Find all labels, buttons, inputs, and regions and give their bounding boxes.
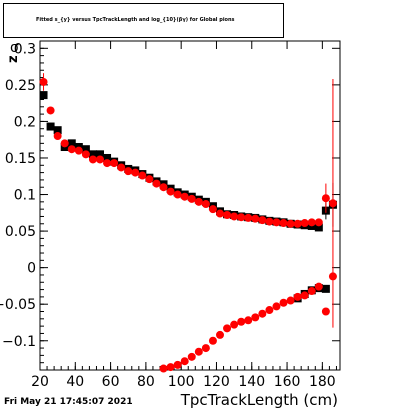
data-point-red [194,347,203,356]
data-point-black [88,150,97,159]
x-tick-label: 100 [168,374,195,390]
data-point-red [67,145,76,154]
data-point-red [223,324,232,333]
data-point-red [81,150,90,159]
data-point-red [265,217,274,226]
data-point-red [166,363,175,372]
data-point-red [272,218,281,227]
x-tick-label: 160 [274,374,301,390]
data-point-red [208,336,217,345]
x-tick-label: 20 [31,374,49,390]
y-tick-label: 0.05 [5,224,36,240]
data-point-red [180,192,189,201]
data-point-black [53,126,62,135]
plot-frame [39,40,341,371]
data-point-red [159,183,168,192]
data-point-red [145,175,154,184]
y-tick-label: −0.1 [2,334,36,350]
data-point-red [173,190,182,199]
y-tick-label: 0.25 [5,78,36,94]
data-point-red [272,302,281,311]
data-point-red [230,212,239,221]
x-tick-label: 140 [238,374,265,390]
data-point-red [300,291,309,300]
data-point-red [117,163,126,172]
data-point-red [124,167,133,176]
data-point-red [180,357,189,366]
chart-title: Fitted s_{y} versus TpcTrackLength and l… [36,17,235,23]
data-point-black [39,91,48,100]
data-point-red [60,139,69,148]
data-point-red [314,218,323,227]
data-point-red [53,132,62,141]
data-point-black [46,122,55,131]
data-point-red [216,209,224,218]
data-point-red [314,282,323,291]
x-tick-label: 120 [203,374,230,390]
data-point-red [244,316,253,325]
data-point-red [46,106,55,115]
data-point-red [187,194,196,203]
x-axis-label: TpcTrackLength (cm) [180,391,338,409]
data-point-red [201,344,210,353]
data-point-red [103,159,112,168]
y-tick-label: 0.15 [5,151,36,167]
data-point-red [187,352,196,361]
data-point-black [81,145,90,154]
data-point-red [258,309,267,318]
data-point-red [300,219,309,228]
data-point-red [74,146,83,155]
data-point-red [152,179,161,188]
data-point-red [237,317,246,326]
data-point-red [286,219,295,228]
data-point-red [201,200,210,209]
title-box: Fitted s_{y} versus TpcTrackLength and l… [3,3,284,38]
data-point-black [103,153,112,162]
data-point-red [307,218,316,227]
x-tick-label: 60 [102,374,120,390]
data-point-red [110,159,119,168]
data-point-red [159,364,168,373]
data-point-black [67,139,76,148]
y-axis-label: z [6,55,21,63]
x-tick-label: 40 [66,374,84,390]
data-point-black [96,150,104,159]
y-tick-label: 0.3 [14,41,36,57]
y-tick-label: 0.2 [14,114,36,130]
data-point-red [307,287,316,296]
data-point-black [321,284,330,293]
data-point-red [88,155,97,164]
data-point-red [258,216,267,225]
data-point-red [131,168,140,177]
data-point-red [230,320,239,329]
y-tick-label: 0 [27,261,36,277]
data-point-red [194,197,203,206]
data-point-red [265,306,274,315]
data-point-red [244,213,253,222]
x-tick-label: 180 [309,374,336,390]
data-point-red [251,313,260,322]
data-point-red [216,330,224,339]
date-stamp: Fri May 21 17:45:07 2021 [4,397,133,407]
data-point-red [173,360,182,369]
data-point-red [293,219,302,228]
data-point-red [279,298,288,307]
data-point-red [166,187,175,196]
data-point-black [314,223,323,232]
data-point-red [208,205,217,214]
data-point-red [251,214,260,223]
data-point-red [138,171,147,180]
data-point-red [293,292,302,301]
data-point-red [237,213,246,222]
data-point-red [96,155,104,164]
data-point-red [286,296,295,305]
data-point-red [223,211,232,220]
y-tick-label: 0.1 [14,188,36,204]
x-tick-label: 80 [137,374,155,390]
data-point-red [321,307,330,316]
data-point-red [279,219,288,228]
y-tick-label: −0.05 [0,297,36,313]
y-axis-sigma-label: σ [10,40,19,56]
